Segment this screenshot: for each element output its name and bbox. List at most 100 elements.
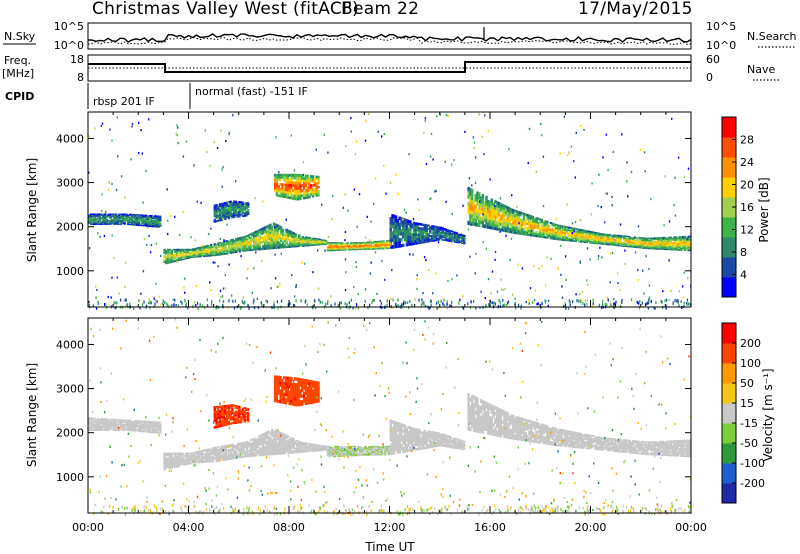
power-ground-point	[197, 306, 199, 310]
power-cell	[623, 244, 626, 246]
power-cell	[229, 200, 232, 203]
power-cell	[179, 253, 182, 255]
power-cell	[330, 246, 333, 248]
power-cell	[109, 213, 112, 215]
power-scatter-point	[438, 306, 440, 310]
power-cell	[446, 235, 450, 237]
power-scatter-point	[409, 253, 411, 256]
power-cell	[277, 194, 280, 197]
power-cell	[357, 248, 360, 251]
power-cell	[235, 240, 238, 243]
power-scatter-point	[220, 295, 222, 298]
velocity-cell	[134, 423, 137, 425]
velocity-cell	[188, 456, 191, 458]
power-scatter-point	[224, 273, 226, 277]
velocity-cell	[144, 426, 148, 429]
velocity-cell	[190, 453, 193, 456]
power-scatter-point	[590, 213, 593, 216]
power-cell	[286, 178, 289, 182]
power-cell	[614, 236, 617, 239]
power-scatter-point	[314, 307, 317, 310]
power-cell	[143, 219, 146, 221]
power-ground-point	[499, 300, 501, 304]
power-cell	[598, 232, 601, 235]
power-cell	[547, 228, 551, 231]
power-cell	[608, 238, 612, 240]
power-cell	[472, 207, 476, 212]
power-cell	[427, 224, 430, 227]
noise-tick-left-bottom: 10^0	[54, 39, 84, 52]
power-cell	[353, 242, 356, 245]
power-scatter-point	[297, 242, 300, 245]
power-cell	[505, 208, 508, 212]
power-cell	[391, 238, 394, 242]
power-scatter-point	[481, 135, 483, 138]
power-cell	[667, 245, 671, 248]
velocity-cell	[107, 428, 110, 430]
power-cell	[237, 241, 240, 244]
power-cell	[321, 240, 324, 242]
power-cell	[640, 243, 644, 246]
power-scatter-point	[637, 279, 639, 282]
power-scatter-point	[425, 258, 427, 262]
velocity-cell	[228, 445, 231, 448]
power-cell	[680, 237, 683, 240]
power-cell	[202, 245, 206, 248]
power-cell	[114, 217, 118, 220]
power-cell	[459, 236, 462, 238]
power-cell	[215, 245, 218, 247]
power-cell	[292, 241, 295, 243]
power-cell	[364, 242, 367, 244]
velocity-cell	[192, 455, 195, 458]
power-cell	[181, 251, 184, 253]
power-cell	[499, 202, 502, 207]
power-cell	[598, 238, 601, 240]
velocity-cell	[206, 450, 209, 452]
power-cell	[301, 189, 304, 193]
power-cell	[245, 213, 248, 216]
power-cell	[146, 218, 149, 220]
power-cell	[385, 248, 389, 250]
power-cell	[683, 243, 687, 246]
velocity-cell	[120, 427, 123, 429]
power-cell	[310, 238, 313, 240]
power-cell	[314, 237, 317, 239]
power-scatter-point	[174, 215, 176, 218]
power-cell	[423, 229, 426, 232]
power-cell	[501, 214, 504, 218]
velocity-cell	[222, 452, 225, 455]
power-cell	[353, 246, 356, 248]
velocity-cell	[109, 418, 112, 421]
power-cell	[211, 252, 215, 254]
power-ground-point	[252, 301, 254, 305]
power-cell	[517, 227, 520, 230]
power-cell	[199, 251, 202, 254]
power-cell	[368, 247, 371, 249]
power-cell	[260, 230, 263, 233]
power-cell	[339, 242, 342, 244]
power-scatter-point	[158, 295, 161, 298]
power-cell	[222, 216, 225, 219]
power-cell	[430, 231, 434, 234]
power-cell	[253, 241, 256, 244]
velocity-cell	[128, 429, 132, 432]
power-cell	[139, 223, 142, 225]
velocity-cell	[193, 455, 197, 457]
power-cell	[308, 242, 312, 244]
power-cell	[571, 237, 574, 239]
power-cell	[371, 246, 374, 248]
power-cell	[287, 245, 290, 248]
power-cell	[335, 243, 339, 245]
power-cell	[332, 246, 335, 248]
power-cell	[295, 181, 298, 185]
velocity-cell	[174, 466, 177, 468]
velocity-cell	[220, 447, 224, 449]
power-cell	[243, 207, 246, 210]
power-cell	[157, 217, 160, 220]
power-cell	[236, 202, 239, 205]
velocity-cell	[128, 427, 132, 429]
power-cell	[93, 216, 96, 219]
velocity-cell	[105, 418, 109, 420]
power-cell	[581, 229, 585, 232]
power-cell	[420, 241, 423, 244]
